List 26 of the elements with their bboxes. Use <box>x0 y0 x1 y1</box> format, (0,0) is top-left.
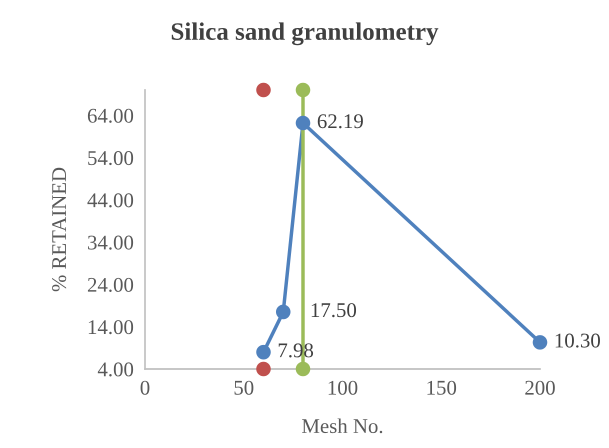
chart-title: Silica sand granulometry <box>172 22 438 46</box>
point <box>276 304 291 320</box>
point <box>256 82 271 98</box>
point <box>296 362 310 376</box>
x-axis-title: Mesh No. <box>302 418 382 434</box>
x-tick-label: 100 <box>328 380 358 395</box>
y-tick-label: 24.00 <box>88 278 134 292</box>
x-tick-label: 150 <box>427 380 456 395</box>
y-tick-label: 44.00 <box>87 193 134 208</box>
y-tick-label: 64.00 <box>88 108 134 123</box>
y-tick-label: 54.00 <box>88 151 134 166</box>
point <box>296 116 310 130</box>
point <box>296 82 310 98</box>
data-label: 62.19 <box>318 114 363 128</box>
point <box>532 335 548 350</box>
point <box>256 344 271 360</box>
y-tick-label: 4.00 <box>98 362 134 377</box>
point <box>256 362 271 376</box>
x-tick-label: 50 <box>234 380 254 395</box>
y-axis-title: % RETAINED <box>52 168 66 292</box>
x-tick-label: 0 <box>140 380 150 395</box>
x-tick-label: 200 <box>525 380 555 395</box>
data-label: 10.30 <box>556 334 600 348</box>
data-label: 17.50 <box>312 303 356 318</box>
y-tick-label: 14.00 <box>88 320 134 334</box>
y-tick-label: 34.00 <box>88 236 134 250</box>
